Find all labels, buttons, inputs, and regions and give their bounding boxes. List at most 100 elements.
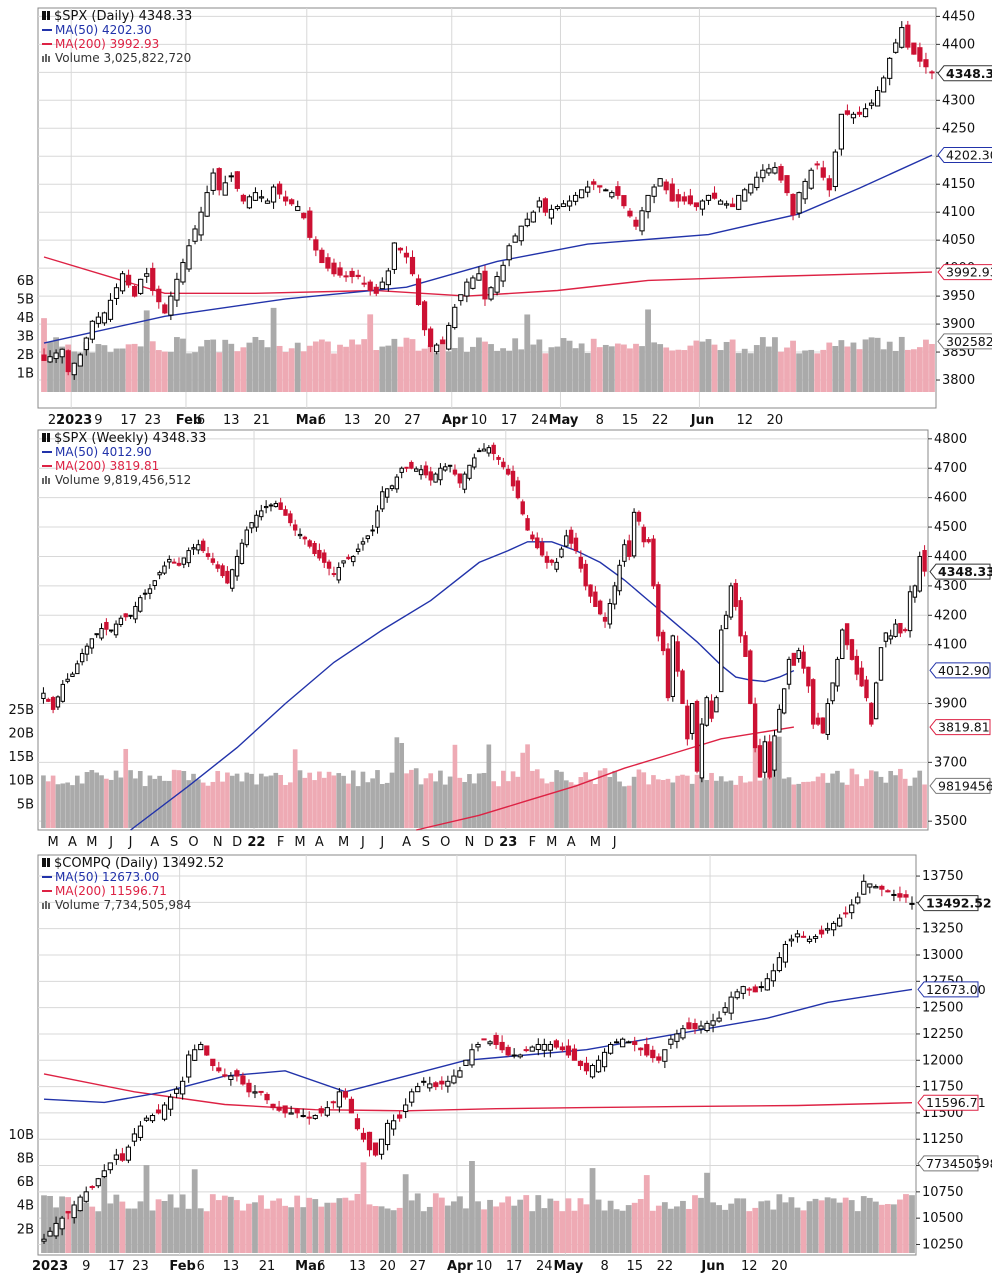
volume-bar bbox=[824, 1197, 831, 1253]
candle-down bbox=[132, 285, 138, 297]
volume-bar bbox=[880, 349, 887, 392]
volume-tick-label: 3B bbox=[17, 330, 34, 345]
candle-up bbox=[603, 189, 609, 192]
volume-bar bbox=[384, 1208, 391, 1253]
price-tag bbox=[917, 1094, 979, 1111]
candle-up bbox=[174, 1088, 180, 1094]
volume-bar bbox=[680, 1200, 686, 1253]
volume-bar bbox=[186, 353, 192, 392]
volume-bar bbox=[698, 1197, 704, 1253]
volume-bar bbox=[806, 1201, 813, 1253]
candle-up bbox=[472, 457, 477, 468]
candle-up bbox=[766, 168, 772, 174]
candle-up bbox=[300, 1115, 306, 1118]
y-tick-label: 13750 bbox=[922, 869, 963, 884]
x-tick-label: A bbox=[315, 835, 324, 850]
volume-bar bbox=[47, 1195, 53, 1253]
x-tick-label: 2023 bbox=[32, 1259, 68, 1274]
candle-up bbox=[770, 970, 776, 982]
volume-bar bbox=[47, 341, 53, 392]
volume-bar bbox=[559, 771, 564, 828]
volume-bar bbox=[336, 773, 342, 828]
candle-up bbox=[252, 1091, 258, 1094]
volume-tick-label: 15B bbox=[9, 750, 34, 765]
volume-bar bbox=[685, 775, 690, 828]
volume-bar bbox=[660, 779, 666, 828]
candle-up bbox=[607, 1043, 614, 1054]
candle-up bbox=[433, 473, 438, 483]
candle-up bbox=[65, 678, 70, 682]
volume-bar bbox=[619, 1210, 626, 1253]
volume-bar bbox=[836, 1202, 843, 1253]
legend-label: MA(200) 11596.71 bbox=[55, 884, 167, 898]
candle-down bbox=[510, 470, 516, 487]
y-tick-label: 11250 bbox=[922, 1132, 963, 1147]
candle-up bbox=[259, 510, 264, 518]
volume-bar bbox=[563, 780, 569, 828]
volume-bar bbox=[324, 1202, 331, 1253]
candle-up bbox=[403, 1104, 409, 1112]
legend-label: Volume 7,734,505,984 bbox=[55, 898, 191, 912]
y-tick-label: 3950 bbox=[942, 289, 975, 304]
x-tick-label: May bbox=[554, 1259, 584, 1274]
candle-up bbox=[458, 294, 464, 302]
candle-up bbox=[917, 555, 922, 592]
candle-up bbox=[196, 544, 201, 551]
volume-bar bbox=[820, 349, 827, 392]
candle-up bbox=[452, 306, 458, 329]
candle-up bbox=[481, 448, 487, 452]
candle-up bbox=[776, 957, 782, 972]
volume-bar bbox=[524, 314, 531, 392]
volume-bar bbox=[41, 775, 46, 828]
candle-up bbox=[883, 632, 889, 642]
candle-down bbox=[826, 178, 832, 191]
candle-up bbox=[119, 273, 126, 292]
volume-bar bbox=[486, 744, 492, 828]
candle-up bbox=[832, 151, 838, 188]
candle-up bbox=[873, 886, 879, 889]
candle-up bbox=[95, 316, 101, 324]
candle-up bbox=[144, 273, 150, 277]
candle-up bbox=[699, 200, 706, 210]
candle-up bbox=[249, 522, 254, 529]
volume-bar bbox=[65, 1197, 72, 1253]
volume-bar bbox=[475, 1201, 481, 1253]
candle-up bbox=[878, 647, 884, 681]
y-tick-label: 10500 bbox=[922, 1211, 963, 1226]
volume-bar bbox=[192, 352, 198, 392]
volume-bar bbox=[759, 337, 766, 392]
x-tick-label: 17 bbox=[501, 413, 518, 428]
volume-bar bbox=[77, 1209, 84, 1253]
candle-up bbox=[893, 42, 899, 53]
volume-bar bbox=[806, 781, 811, 828]
volume-bar bbox=[186, 780, 191, 828]
candle-up bbox=[394, 476, 400, 490]
candle-up bbox=[862, 108, 869, 118]
candle-down bbox=[801, 651, 806, 669]
volume-bar bbox=[361, 339, 368, 392]
candle-down bbox=[752, 703, 758, 749]
price-tag bbox=[937, 264, 992, 281]
candle-down bbox=[162, 304, 168, 314]
volume-bar bbox=[378, 1206, 385, 1253]
candle-up bbox=[59, 1217, 65, 1230]
volume-bar bbox=[596, 347, 603, 392]
candle-down bbox=[520, 501, 525, 515]
volume-bar bbox=[300, 351, 307, 392]
candle-up bbox=[722, 1007, 728, 1013]
candle-up bbox=[808, 169, 814, 189]
candle-up bbox=[142, 592, 148, 595]
y-tick-label: 4300 bbox=[942, 93, 975, 108]
x-tick-label: 15 bbox=[622, 413, 639, 428]
candle-down bbox=[693, 202, 700, 208]
volume-bar bbox=[607, 1200, 614, 1253]
volume-bar bbox=[583, 1204, 590, 1253]
x-tick-label: J bbox=[379, 835, 384, 850]
candle-down bbox=[856, 111, 863, 115]
candle-up bbox=[228, 1075, 234, 1080]
candle-down bbox=[220, 565, 225, 577]
candle-up bbox=[782, 943, 789, 963]
x-tick-label: 12 bbox=[736, 413, 753, 428]
volume-bar bbox=[800, 1210, 807, 1253]
volume-bar bbox=[815, 776, 821, 828]
